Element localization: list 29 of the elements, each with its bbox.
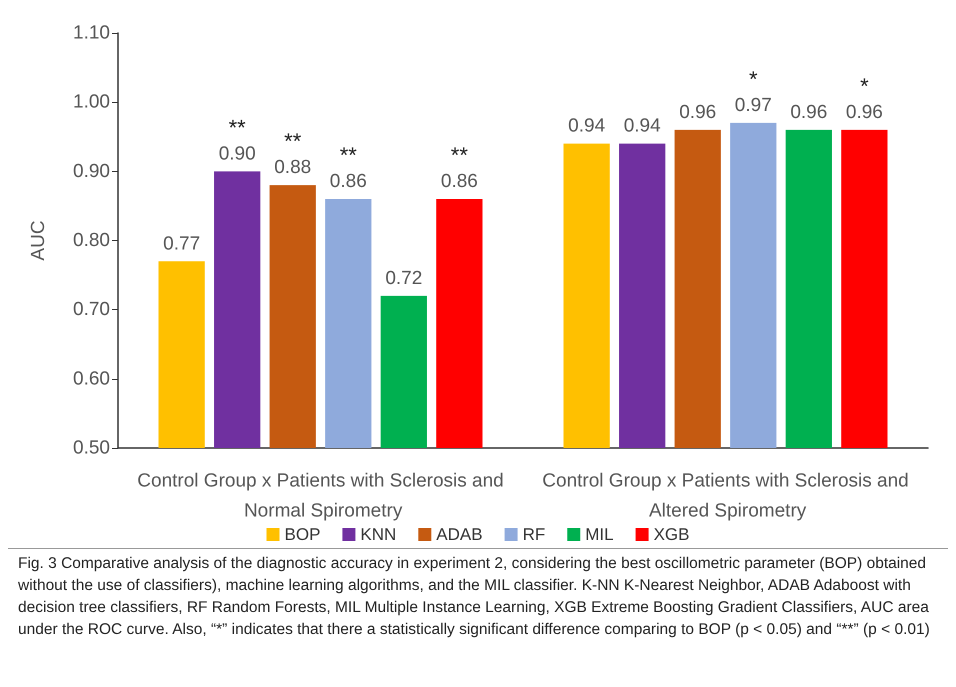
data-label: 0.72 xyxy=(385,268,422,289)
y-axis-title: AUC xyxy=(28,220,49,261)
data-label: 0.96 xyxy=(679,102,716,123)
legend-label: XGB xyxy=(654,525,690,544)
y-tick-label: 1.00 xyxy=(73,92,110,113)
data-label: * 0.97 xyxy=(734,66,772,116)
data-label: ** 0.90 xyxy=(218,114,256,164)
y-tick-label: 1.10 xyxy=(73,22,110,44)
x-tick-label: Control Group x Patients with Sclerosis and Altered Spirometry xyxy=(542,470,909,522)
data-label: * 0.96 xyxy=(846,73,883,123)
data-label: ** 0.88 xyxy=(274,128,312,178)
legend-label: KNN xyxy=(360,525,396,544)
data-label: 0.94 xyxy=(568,116,606,137)
legend-label: ADAB xyxy=(436,525,483,544)
y-tick-label: 0.60 xyxy=(73,368,110,390)
data-label: ** 0.86 xyxy=(440,142,478,192)
caption: Fig. 3 Comparative analysis of the diagnostic accuracy in experiment 2, considering the best oscillometric parameter (BOP) obtained without the use of classifiers), machine learning algorithms, and the MIL classifier. K-NN K-Nearest Neighbor, ADAB Adaboost with decision tree classifiers, RF Random Forests, MIL Multiple Instance Learning, XGB Extreme Boosting Gradient Classifiers, AUC area under the ROC curve. Also, “*” indicates that there a statistically significant difference comparing to BOP (p < 0.05) and “**” (p < 0.01) xyxy=(8,548,948,645)
data-label: 0.96 xyxy=(790,102,828,123)
data-label: ** 0.86 xyxy=(330,142,367,192)
y-tick-label: 0.50 xyxy=(73,438,110,458)
y-tick-label: 0.90 xyxy=(73,160,110,182)
data-label: 0.94 xyxy=(624,116,662,137)
y-tick-label: 0.70 xyxy=(73,299,110,320)
y-tick-label: 0.80 xyxy=(73,230,110,251)
x-tick-label: Control Group x Patients with Sclerosis and Normal Spirometry xyxy=(137,470,504,522)
legend-label: BOP xyxy=(284,525,320,544)
data-label: 0.77 xyxy=(163,233,200,254)
legend-label: MIL xyxy=(585,525,614,544)
legend-label: RF xyxy=(522,525,546,544)
